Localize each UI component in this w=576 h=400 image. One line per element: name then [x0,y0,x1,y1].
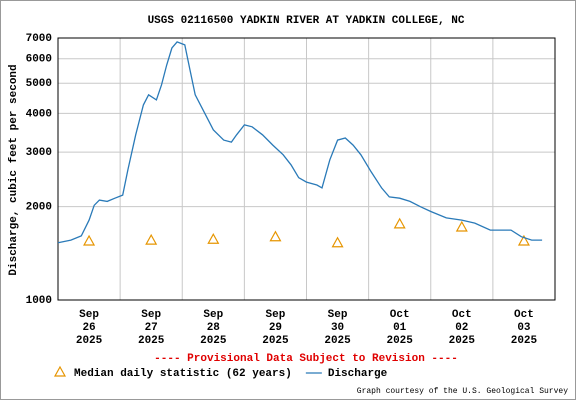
x-tick-label: Sep [203,309,223,321]
provisional-note: ---- Provisional Data Subject to Revisio… [154,353,458,365]
y-tick-label: 5000 [26,78,52,90]
x-tick-label: 2025 [324,335,351,347]
x-tick-label: Sep [328,309,348,321]
median-marker [517,234,530,246]
x-tick-label: Oct [390,309,410,321]
x-tick-label: Sep [79,309,99,321]
median-marker [393,217,406,229]
x-tick-label: Oct [452,309,472,321]
median-marker [207,233,220,244]
x-tick-label: 01 [393,322,407,334]
x-tick-label: 28 [207,322,221,334]
credit: Graph courtesy of the U.S. Geological Su… [357,387,568,396]
legend-marker [53,365,67,377]
legend-label: Discharge [328,368,388,380]
y-axis-label: Discharge, cubic feet per second [8,64,20,275]
x-tick-label: Oct [514,309,534,321]
median-marker [331,236,344,248]
median-marker [83,234,96,246]
x-tick-label: 2025 [200,335,227,347]
x-tick-label: Sep [266,309,286,321]
x-tick-label: 03 [517,322,531,334]
y-tick-label: 1000 [26,295,52,307]
y-tick-label: 3000 [26,147,52,159]
y-tick-label: 2000 [26,202,52,214]
x-tick-label: 2025 [138,335,165,347]
x-tick-label: 27 [145,322,158,334]
discharge-line [57,41,543,244]
x-tick-label: 02 [455,322,468,334]
plot-border [57,37,556,301]
x-tick-label: 2025 [449,335,476,347]
x-tick-label: 30 [331,322,344,334]
median-marker [145,233,158,245]
legend-label: Median daily statistic (62 years) [74,368,292,380]
x-tick-label: 2025 [76,335,103,347]
x-tick-label: 2025 [262,335,289,347]
median-marker [455,220,468,232]
y-tick-label: 6000 [26,54,52,66]
median-marker [269,230,282,242]
y-tick-label: 7000 [26,33,52,45]
chart-title: USGS 02116500 YADKIN RIVER AT YADKIN COL… [148,15,465,27]
x-tick-label: 2025 [511,335,538,347]
x-tick-label: 29 [269,322,282,334]
y-tick-label: 4000 [26,108,52,120]
x-tick-label: 26 [82,322,95,334]
x-tick-label: Sep [141,309,161,321]
x-tick-label: 2025 [386,335,413,347]
